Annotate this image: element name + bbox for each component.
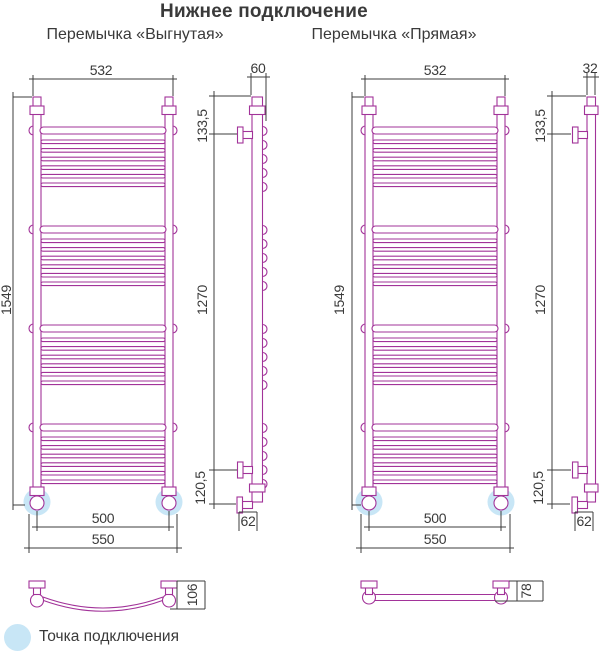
dim-left-outlet: 62: [241, 513, 256, 529]
dim-right-bracket-span: 1270: [532, 285, 548, 315]
dim-left-bottom-offset: 120,5: [192, 471, 208, 505]
left-side-view: [236, 96, 268, 514]
dimension-labels: 532 1549 500 550 60 133,5 1270 120,5 62 …: [0, 60, 598, 606]
curved-jumper-view: [28, 580, 178, 612]
dim-right-depth: 32: [583, 60, 598, 76]
dim-left-bracket-span: 1270: [194, 285, 210, 315]
dim-right-bottom-offset: 120,5: [530, 471, 546, 505]
connection-point-marker: [4, 624, 31, 651]
dim-left-overall-width: 550: [92, 531, 115, 547]
dim-right-overall-width: 550: [424, 531, 447, 547]
dim-left-top-offset: 133,5: [194, 109, 210, 143]
dim-right-height: 1549: [331, 285, 347, 315]
dim-right-top-width: 532: [424, 62, 447, 78]
dim-left-height: 1549: [0, 285, 14, 315]
dim-right-top-offset: 133,5: [532, 109, 548, 143]
subtitle-curved-jumper: Перемычка «Выгнутая»: [46, 26, 224, 43]
dim-right-mount-width: 500: [424, 510, 447, 526]
left-front-view: [23, 96, 183, 516]
straight-jumper-view: [360, 580, 510, 605]
subtitle-straight-jumper: Перемычка «Прямая»: [311, 26, 477, 43]
page-title: Нижнее подключение: [160, 1, 368, 22]
right-front-view: [355, 96, 515, 516]
dim-left-depth: 60: [251, 60, 266, 76]
dim-left-jumper-depth: 106: [184, 583, 200, 606]
legend: Точка подключения: [0, 620, 600, 655]
dimension-lines: [12, 73, 599, 610]
dim-right-jumper-depth: 78: [518, 583, 534, 598]
legend-label: Точка подключения: [39, 628, 179, 645]
dim-right-outlet: 62: [577, 513, 592, 529]
right-side-view: [571, 96, 599, 514]
dim-left-top-width: 532: [90, 62, 113, 78]
dim-left-mount-width: 500: [92, 510, 115, 526]
